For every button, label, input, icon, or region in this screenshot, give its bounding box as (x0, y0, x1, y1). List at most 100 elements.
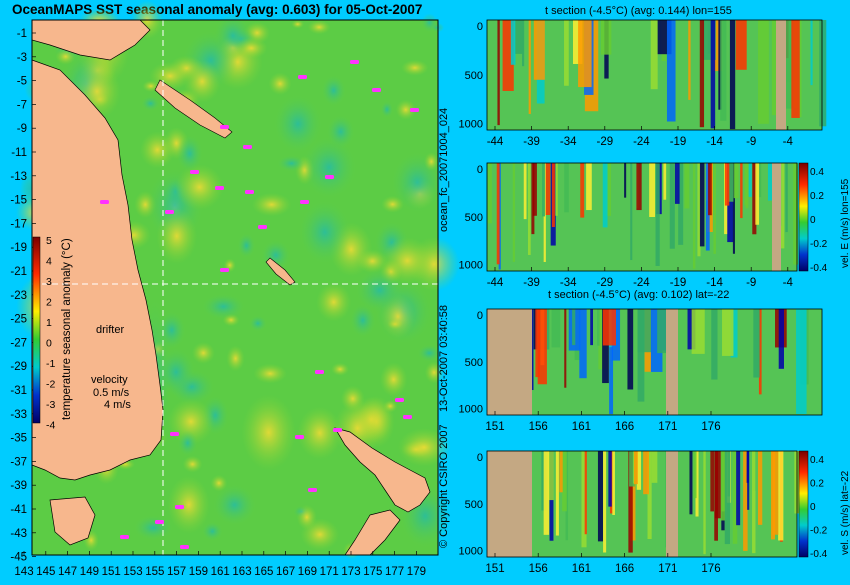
colorbar-tick: -4 (46, 420, 55, 432)
lon-tick-label: 145 (36, 566, 55, 578)
drifter-marker (175, 505, 184, 509)
lat-tick-label: -41 (10, 504, 27, 516)
section-x-tick: -19 (670, 277, 687, 289)
panel3-title: t section (-4.5°C) (avg: 0.102) lat=-22 (548, 289, 729, 301)
section-land (487, 451, 532, 557)
velocity-value-alt: 4 m/s (104, 399, 131, 411)
colorbar-tick: 4 (46, 256, 52, 268)
drifter-marker (245, 190, 254, 194)
section-x-tick: 161 (572, 563, 591, 575)
section-land (666, 451, 678, 557)
sst-anomaly-patch (210, 474, 228, 492)
drifter-marker (298, 75, 307, 79)
velocity-colorbar-tick: 0.4 (810, 455, 824, 466)
sst-anomaly-patch (397, 428, 451, 467)
sst-anomaly-patch (316, 282, 352, 322)
depth-tick-label: 500 (465, 357, 483, 369)
lat-tick-label: -5 (17, 76, 27, 88)
island-chain (154, 79, 233, 139)
sst-anomaly-patch (297, 406, 342, 460)
drifter-marker (170, 432, 179, 436)
sst-anomaly-patch (167, 475, 211, 534)
drifter-marker (165, 210, 174, 214)
section-x-tick: -4 (783, 136, 794, 148)
sst-anomaly-patch (213, 484, 256, 525)
lon-tick-label: 169 (298, 566, 317, 578)
section-x-tick: 161 (572, 421, 591, 433)
sst-anomaly-patch (156, 207, 198, 265)
sst-anomaly-patch (182, 455, 203, 473)
sst-anomaly-patch (302, 137, 356, 198)
velocity-colorbar-tick: 0 (810, 502, 816, 513)
lat-tick-label: -7 (17, 99, 27, 111)
colorbar-tick: -1 (46, 358, 55, 370)
lat-tick-label: -3 (17, 52, 27, 64)
velocity-label: velocity (91, 374, 128, 386)
colorbar-tick: 5 (46, 235, 52, 247)
sst-anomaly-patch (202, 521, 223, 541)
lon-tick-label: 175 (363, 566, 382, 578)
sst-anomaly-patch (421, 13, 438, 32)
lon-tick-label: 163 (232, 566, 251, 578)
drifter-marker (350, 60, 359, 64)
panel4-ylabel: vel. S (m/s) lat=-22 (840, 470, 850, 555)
velocity-colorbar-tick: -0.4 (810, 263, 828, 274)
sst-anomaly-patch (296, 504, 317, 530)
velocity-colorbar-tick: -0.2 (810, 526, 828, 537)
sst-anomaly-patch (177, 430, 198, 456)
lat-tick-label: -13 (10, 171, 27, 183)
lon-tick-label: 165 (254, 566, 273, 578)
lat-tick-label: -21 (10, 266, 27, 278)
section-land (772, 163, 781, 271)
section-land (666, 309, 678, 415)
sst-anomaly-patch (356, 268, 404, 312)
velocity-colorbar (798, 162, 809, 272)
section-x-tick: 151 (485, 421, 504, 433)
section-x-tick: 156 (529, 563, 548, 575)
lat-tick-label: -25 (10, 314, 27, 326)
sst-anomaly-patch (350, 304, 376, 337)
tasmania-land (49, 496, 96, 546)
velocity-colorbar-tick: 0.4 (810, 167, 824, 178)
drifter-marker (220, 268, 229, 272)
sst-anomaly-patch (176, 135, 203, 172)
lat-tick-label: -1 (17, 28, 27, 40)
depth-tick-label: 0 (477, 452, 483, 464)
section-x-tick: 171 (658, 421, 677, 433)
lon-tick-label: 161 (211, 566, 230, 578)
sst-anomaly-patch (380, 101, 394, 118)
sst-anomaly-patch (379, 362, 408, 397)
sst-anomaly-patch (167, 398, 215, 445)
new-guinea-land (31, 19, 151, 61)
drifter-marker (315, 370, 324, 374)
sst-anomaly-patch (175, 164, 224, 211)
sst-anomaly-patch (241, 394, 296, 471)
colorbar-tick: 1 (46, 317, 52, 329)
lon-tick-label: 153 (123, 566, 142, 578)
section-x-tick: -24 (633, 136, 650, 148)
drifter-marker (403, 415, 412, 419)
section-x-tick: 171 (658, 563, 677, 575)
sst-anomaly-patch (395, 99, 416, 120)
depth-tick-label: 500 (465, 70, 483, 82)
drifter-marker (258, 225, 267, 229)
lon-tick-label: 177 (385, 566, 404, 578)
lat-tick-label: -33 (10, 409, 27, 421)
colorbar-tick: 0 (46, 338, 52, 350)
section-x-tick: 166 (615, 421, 634, 433)
section-x-tick: 156 (529, 421, 548, 433)
depth-tick-label: 1000 (459, 404, 483, 416)
lat-tick-label: -17 (10, 218, 27, 230)
drifter-label: drifter (96, 324, 124, 336)
lon-tick-label: 155 (145, 566, 164, 578)
timestamp-text: 13-Oct-2007 03:40:58 (438, 305, 450, 412)
velocity-colorbar-tick: -0.2 (810, 239, 828, 250)
sst-anomaly-patch (417, 344, 441, 362)
sst-anomaly-patch (401, 59, 429, 76)
sst-anomaly-patch (134, 515, 173, 540)
sst-anomaly-patch (202, 294, 245, 319)
sst-anomaly-patch (274, 95, 322, 153)
run-id-text: ocean_fc_20071004_024 (438, 108, 450, 232)
colorbar-tick: 3 (46, 276, 52, 288)
section-x-tick: -24 (633, 277, 650, 289)
